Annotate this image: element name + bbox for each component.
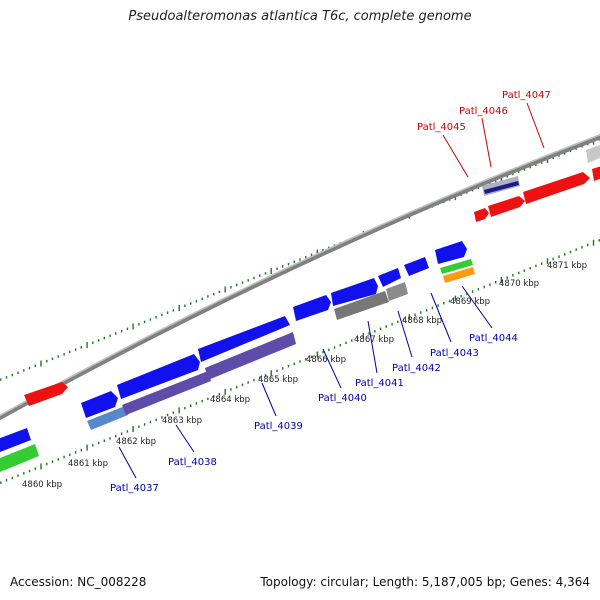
reverse-gene-4039[interactable] — [198, 316, 290, 362]
feature-4039-purple[interactable] — [205, 332, 296, 380]
reverse-gene-4038[interactable] — [117, 354, 200, 399]
forward-gene-labels: Patl_4045 Patl_4046 Patl_4047 — [417, 90, 551, 178]
feature-4046-blue[interactable] — [484, 181, 519, 194]
scale-label: 4868 kbp — [402, 316, 442, 326]
genome-backbone — [0, 134, 600, 421]
gene-label-patl-4038[interactable]: Patl_4038 — [168, 457, 217, 468]
reverse-gene-4042[interactable] — [378, 268, 401, 287]
gene-label-patl-4045[interactable]: Patl_4045 — [417, 122, 466, 133]
forward-features — [24, 143, 600, 406]
scale-label: 4866 kbp — [306, 355, 346, 365]
genome-summary-text: Topology: circular; Length: 5,187,005 bp… — [260, 575, 590, 589]
gray-feature-edge[interactable] — [586, 143, 600, 163]
gene-label-patl-4037[interactable]: Patl_4037 — [110, 483, 159, 494]
forward-gene-4045[interactable] — [474, 208, 489, 222]
forward-gene-4046[interactable] — [488, 196, 525, 217]
scale-label: 4863 kbp — [162, 416, 202, 426]
gene-label-patl-4044[interactable]: Patl_4044 — [469, 333, 518, 344]
genome-title: Pseudoalteromonas atlantica T6c, complet… — [128, 9, 472, 24]
reverse-gene-labels: Patl_4037 Patl_4038 Patl_4039 Patl_4040 … — [110, 285, 518, 494]
gene-label-patl-4046[interactable]: Patl_4046 — [459, 106, 508, 117]
feature-4041-gray[interactable] — [334, 291, 389, 320]
reverse-gene-4037[interactable] — [81, 391, 118, 418]
scale-label: 4867 kbp — [354, 335, 394, 345]
tick-tracks — [0, 138, 600, 484]
scale-labels: 4860 kbp 4861 kbp 4862 kbp 4863 kbp 4864… — [22, 261, 587, 490]
gene-label-patl-4047[interactable]: Patl_4047 — [502, 90, 551, 101]
feature-4038-purple[interactable] — [122, 371, 211, 415]
scale-label: 4862 kbp — [116, 437, 156, 447]
green-feature-left[interactable] — [0, 444, 39, 474]
scale-label: 4864 kbp — [210, 395, 250, 405]
scale-label: 4869 kbp — [450, 297, 490, 307]
reverse-gene-4040[interactable] — [293, 295, 331, 321]
gene-label-patl-4043[interactable]: Patl_4043 — [430, 348, 479, 359]
gene-label-patl-4040[interactable]: Patl_4040 — [318, 393, 367, 404]
forward-gene-left[interactable] — [24, 382, 68, 406]
feature-4037-light[interactable] — [87, 406, 128, 430]
forward-gene-edge[interactable] — [592, 165, 600, 181]
scale-label: 4871 kbp — [547, 261, 587, 271]
gene-label-patl-4042[interactable]: Patl_4042 — [392, 363, 441, 374]
scale-label: 4865 kbp — [258, 375, 298, 385]
scale-label: 4861 kbp — [68, 459, 108, 469]
green-feature-4044[interactable] — [440, 259, 473, 274]
reverse-gene-4044[interactable] — [435, 241, 467, 264]
gene-label-patl-4039[interactable]: Patl_4039 — [254, 421, 303, 432]
gene-label-patl-4041[interactable]: Patl_4041 — [355, 378, 404, 389]
backbone-highlight — [0, 134, 600, 417]
orange-feature-4044[interactable] — [443, 267, 475, 283]
scale-label: 4870 kbp — [499, 279, 539, 289]
reverse-features — [0, 241, 475, 474]
scale-label: 4860 kbp — [22, 480, 62, 490]
reverse-gene-4041[interactable] — [331, 278, 378, 306]
feature-4042-gray[interactable] — [386, 282, 408, 301]
accession-text: Accession: NC_008228 — [10, 575, 147, 589]
reverse-gene-left-edge[interactable] — [0, 428, 31, 454]
forward-gene-4047[interactable] — [523, 172, 590, 204]
reverse-gene-4043[interactable] — [404, 257, 429, 276]
